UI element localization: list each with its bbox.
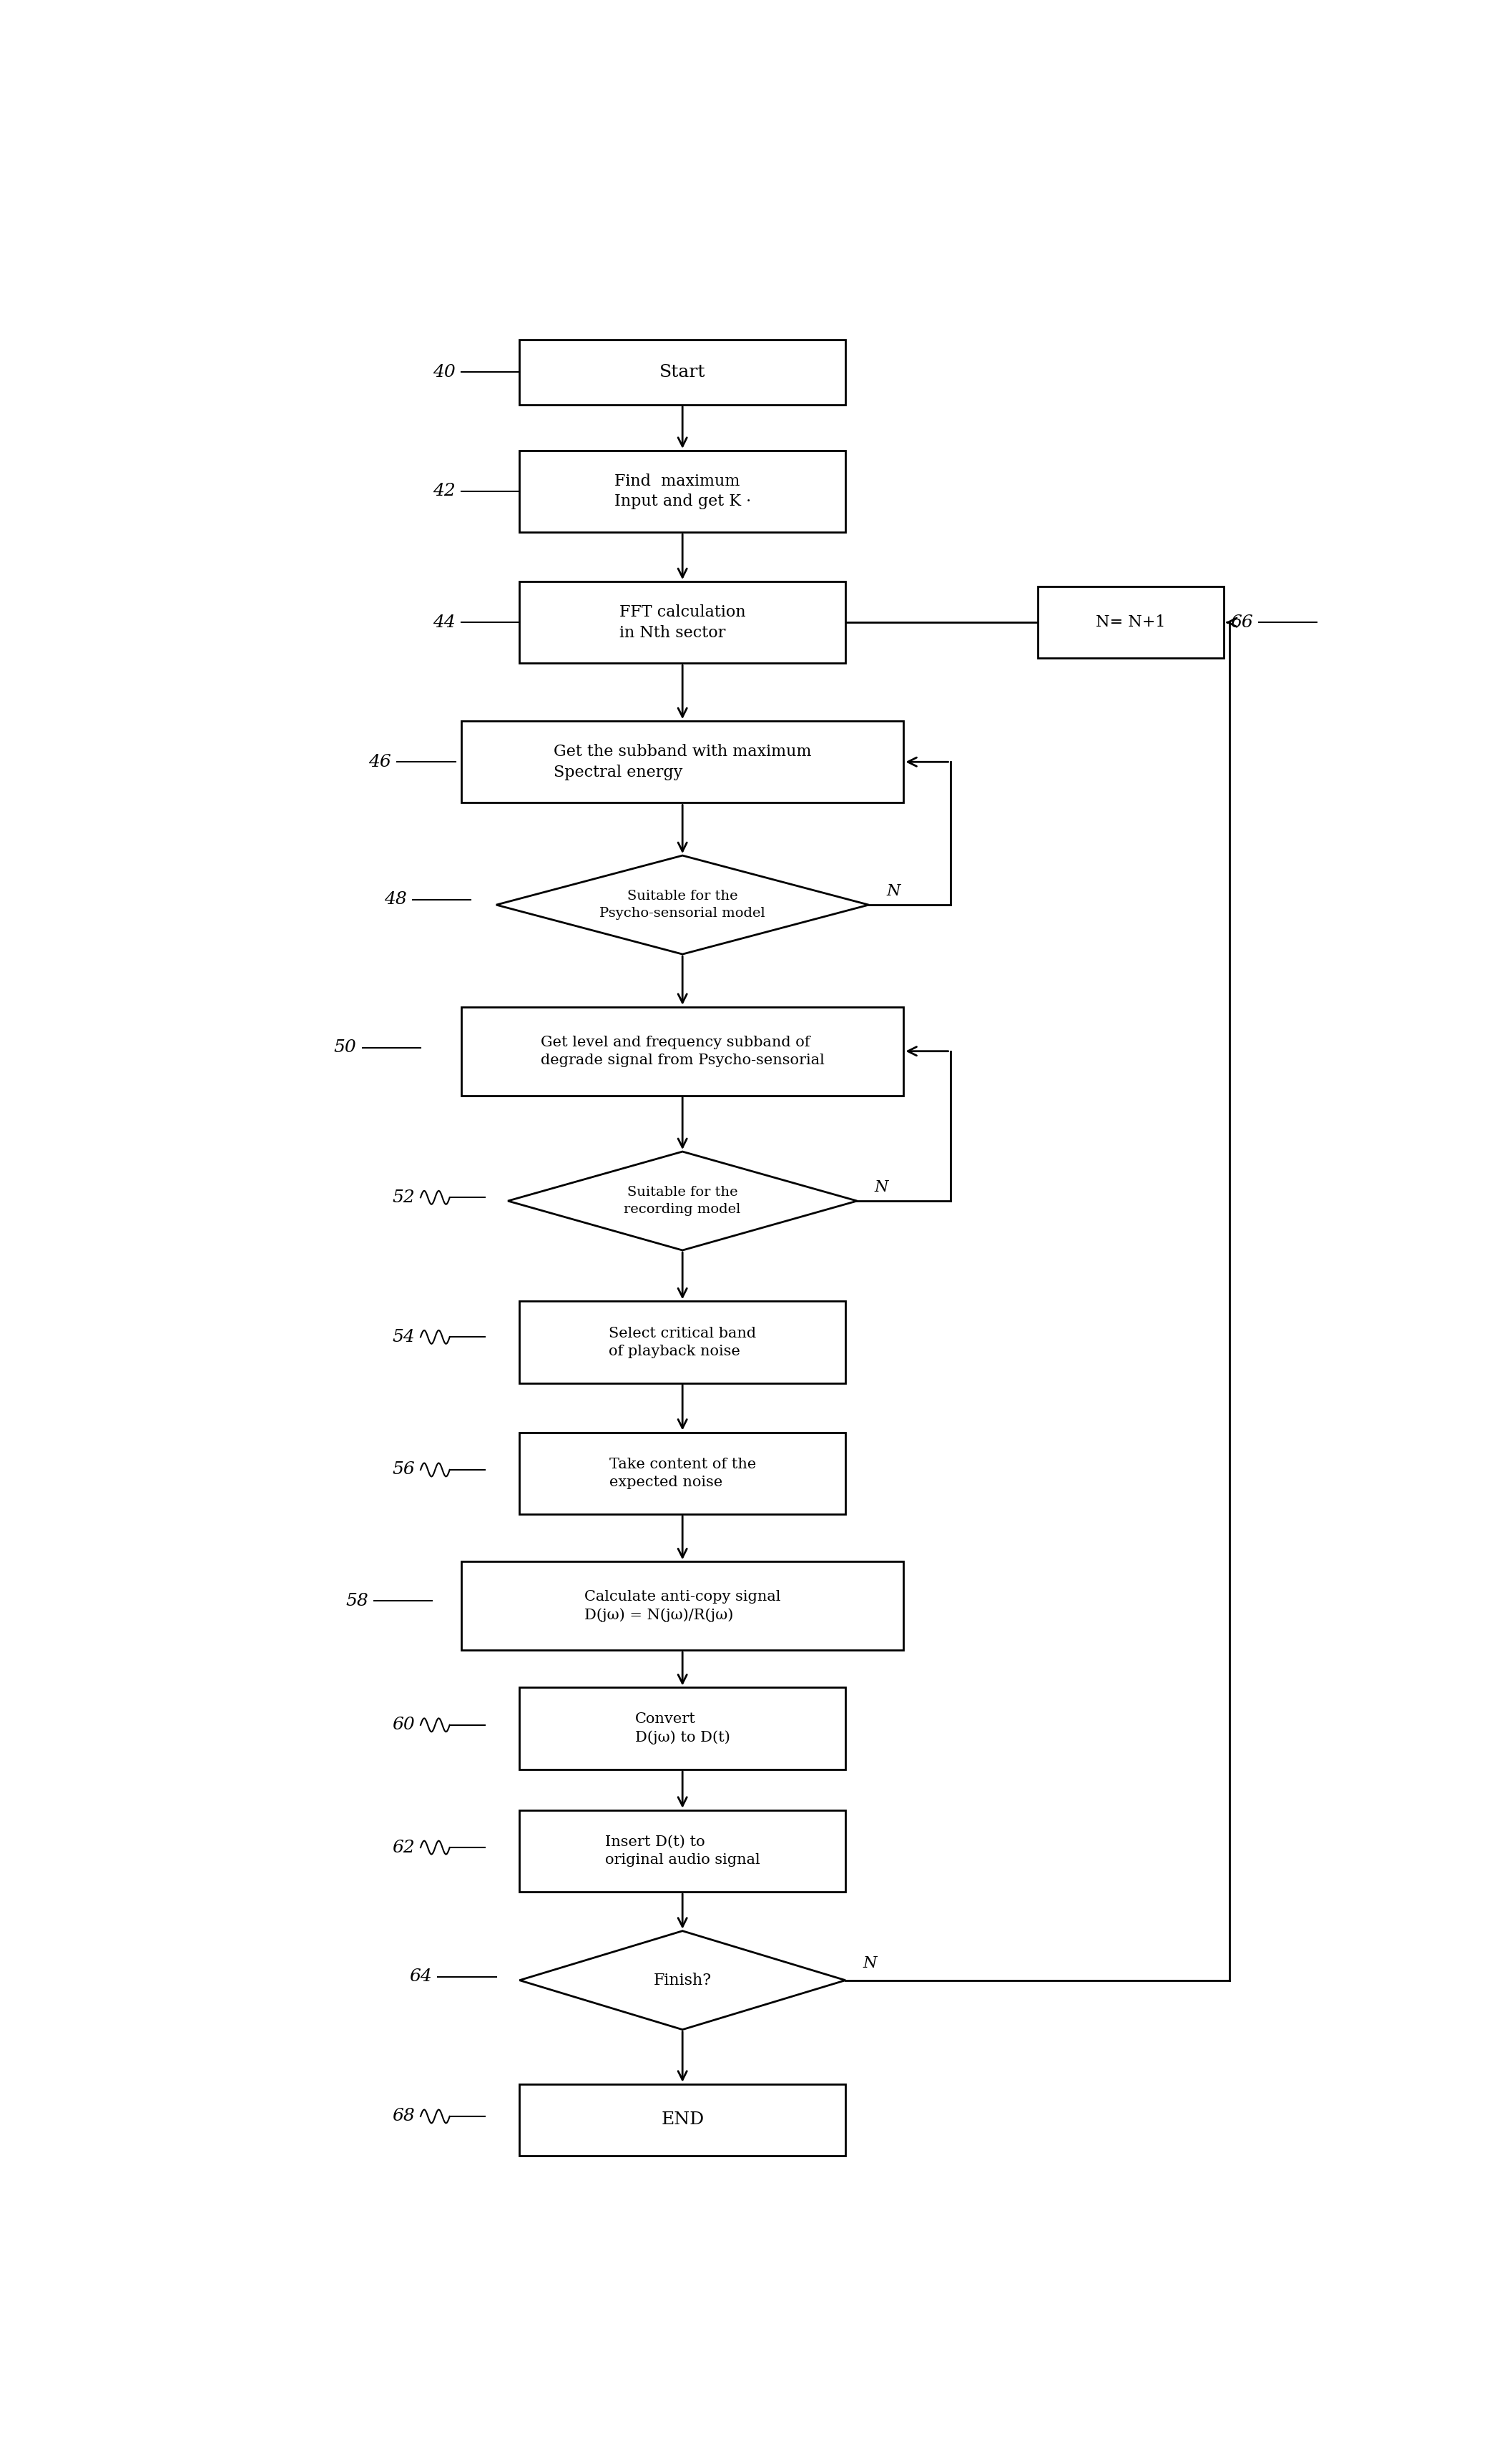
FancyBboxPatch shape: [461, 1008, 904, 1096]
Text: 62: 62: [392, 1838, 415, 1855]
Text: 42: 42: [433, 483, 455, 500]
Text: 68: 68: [392, 2109, 415, 2124]
Text: 48: 48: [385, 892, 407, 907]
Text: Get the subband with maximum
Spectral energy: Get the subband with maximum Spectral en…: [554, 744, 811, 781]
Text: 64: 64: [410, 1969, 433, 1986]
Text: FFT calculation
in Nth sector: FFT calculation in Nth sector: [619, 604, 745, 641]
FancyBboxPatch shape: [520, 2085, 846, 2156]
Text: Finish?: Finish?: [653, 1971, 712, 1988]
Text: Find  maximum
Input and get K ·: Find maximum Input and get K ·: [614, 473, 751, 510]
FancyBboxPatch shape: [520, 582, 846, 663]
Text: Calculate anti-copy signal
D(jω) = N(jω)/R(jω): Calculate anti-copy signal D(jω) = N(jω)…: [584, 1589, 781, 1621]
Text: Suitable for the
recording model: Suitable for the recording model: [623, 1185, 740, 1215]
Text: N: N: [874, 1180, 889, 1195]
Text: Insert D(t) to
original audio signal: Insert D(t) to original audio signal: [605, 1836, 760, 1868]
Text: Start: Start: [659, 365, 706, 379]
FancyBboxPatch shape: [520, 451, 846, 532]
Text: Get level and frequency subband of
degrade signal from Psycho-sensorial: Get level and frequency subband of degra…: [541, 1035, 825, 1067]
Text: 44: 44: [433, 614, 455, 631]
Polygon shape: [508, 1151, 858, 1249]
Text: Convert
D(jω) to D(t): Convert D(jω) to D(t): [635, 1712, 730, 1745]
Polygon shape: [496, 855, 868, 954]
Text: N: N: [862, 1956, 877, 1971]
FancyBboxPatch shape: [1038, 586, 1224, 658]
FancyBboxPatch shape: [520, 1688, 846, 1769]
Text: Suitable for the
Psycho-sensorial model: Suitable for the Psycho-sensorial model: [599, 890, 766, 919]
Text: Select critical band
of playback noise: Select critical band of playback noise: [608, 1326, 756, 1358]
Text: END: END: [661, 2112, 704, 2129]
Text: 58: 58: [345, 1592, 368, 1609]
Text: 52: 52: [392, 1190, 415, 1205]
Text: N= N+1: N= N+1: [1096, 614, 1166, 631]
Text: 66: 66: [1230, 614, 1253, 631]
FancyBboxPatch shape: [461, 722, 904, 803]
FancyBboxPatch shape: [520, 1811, 846, 1892]
Text: N: N: [886, 885, 900, 899]
Text: 56: 56: [392, 1461, 415, 1478]
FancyBboxPatch shape: [520, 1432, 846, 1513]
Polygon shape: [520, 1932, 846, 2030]
Text: 40: 40: [433, 365, 455, 379]
FancyBboxPatch shape: [520, 340, 846, 404]
FancyBboxPatch shape: [461, 1562, 904, 1651]
Text: 60: 60: [392, 1717, 415, 1732]
Text: 46: 46: [369, 754, 392, 771]
FancyBboxPatch shape: [520, 1301, 846, 1382]
Text: 50: 50: [333, 1040, 356, 1057]
Text: 54: 54: [392, 1328, 415, 1345]
Text: Take content of the
expected noise: Take content of the expected noise: [610, 1456, 756, 1488]
